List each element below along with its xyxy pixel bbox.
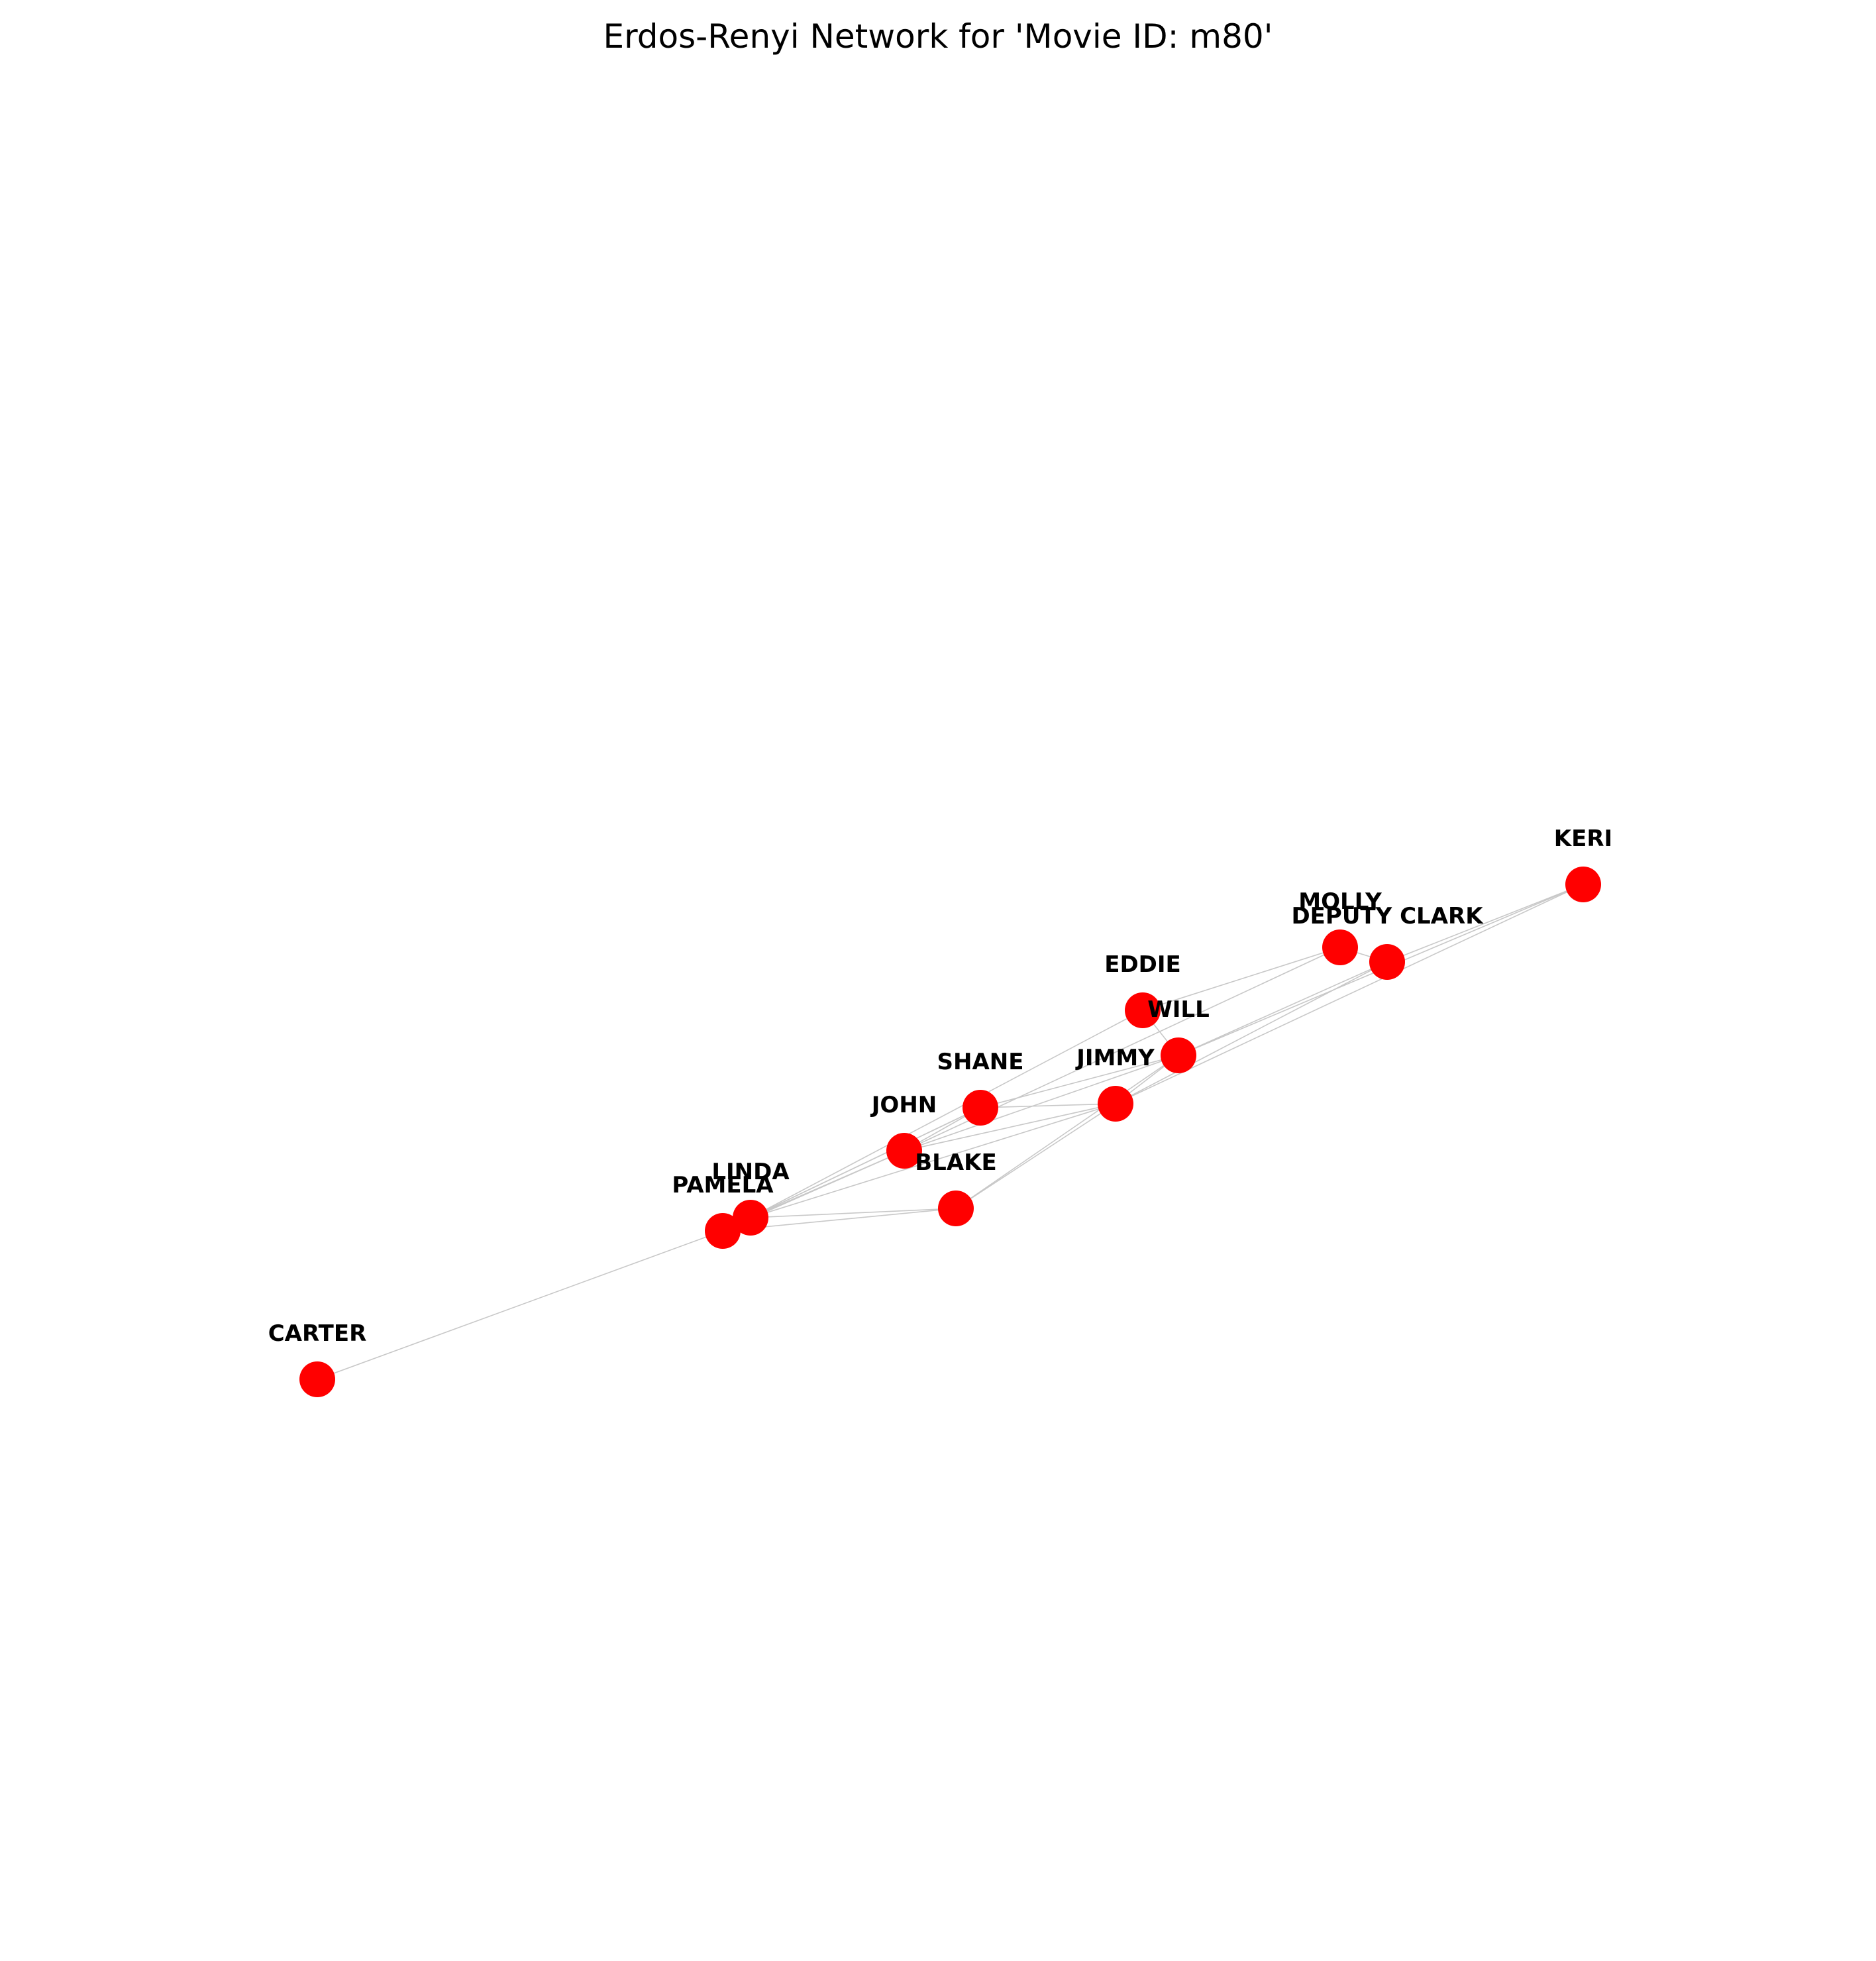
node-label-eddie: EDDIE xyxy=(1104,951,1181,978)
edge-will-deputy-clark xyxy=(1178,961,1388,1056)
node-eddie xyxy=(1125,992,1161,1028)
node-blake xyxy=(938,1191,974,1226)
node-carter xyxy=(299,1361,335,1397)
edge-linda-jimmy xyxy=(750,1103,1116,1218)
edge-jimmy-keri xyxy=(1115,884,1584,1104)
node-will xyxy=(1161,1037,1196,1073)
node-label-john: JOHN xyxy=(870,1092,937,1118)
nodes-layer xyxy=(299,867,1601,1397)
node-molly xyxy=(1322,929,1358,965)
edge-john-jimmy xyxy=(904,1103,1116,1151)
edge-blake-jimmy xyxy=(955,1103,1116,1209)
node-label-carter: CARTER xyxy=(268,1320,367,1347)
node-label-pamela: PAMELA xyxy=(672,1172,774,1198)
node-label-shane: SHANE xyxy=(937,1049,1024,1075)
node-jimmy xyxy=(1098,1086,1133,1122)
node-label-jimmy: JIMMY xyxy=(1075,1045,1155,1071)
edge-linda-blake xyxy=(750,1208,957,1218)
edge-carter-pamela xyxy=(317,1230,723,1380)
node-deputy-clark xyxy=(1369,944,1405,980)
edge-eddie-molly xyxy=(1142,947,1341,1011)
node-linda xyxy=(733,1200,768,1236)
edge-blake-will xyxy=(955,1055,1179,1209)
edge-jimmy-deputy-clark xyxy=(1115,961,1388,1104)
edge-john-will xyxy=(904,1055,1179,1151)
node-label-linda: LINDA xyxy=(711,1159,790,1185)
node-label-molly: MOLLY xyxy=(1298,888,1382,915)
edges-layer xyxy=(317,884,1584,1380)
edge-deputy-clark-keri xyxy=(1386,884,1584,963)
node-label-deputy-clark: DEPUTY CLARK xyxy=(1291,903,1484,929)
node-label-will: WILL xyxy=(1147,996,1209,1023)
node-pamela xyxy=(705,1213,741,1249)
graph-title: Erdos-Renyi Network for 'Movie ID: m80' xyxy=(603,17,1273,56)
edge-linda-shane xyxy=(750,1107,981,1218)
node-keri xyxy=(1565,867,1601,902)
node-john xyxy=(886,1133,922,1169)
node-label-blake: BLAKE xyxy=(915,1149,996,1176)
edge-linda-eddie xyxy=(750,1010,1143,1218)
node-label-keri: KERI xyxy=(1554,825,1612,852)
edge-linda-john xyxy=(750,1150,905,1218)
edge-shane-will xyxy=(980,1055,1179,1108)
edge-shane-jimmy xyxy=(980,1103,1116,1108)
node-shane xyxy=(963,1090,998,1126)
